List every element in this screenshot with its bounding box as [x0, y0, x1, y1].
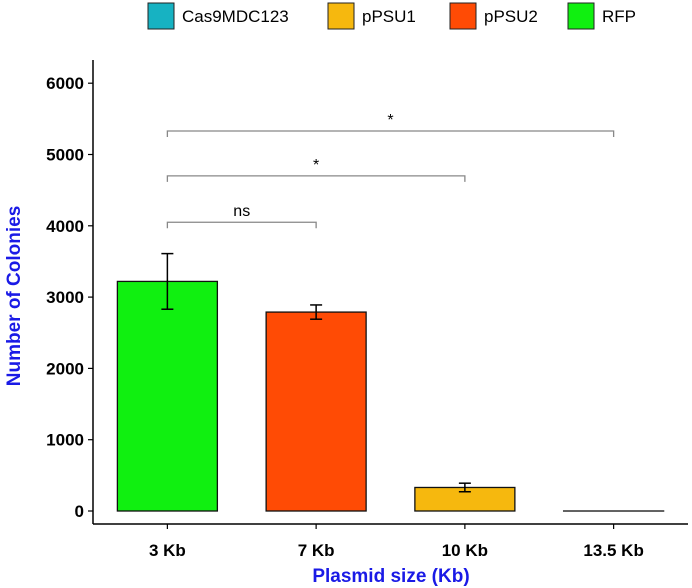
bar [265, 311, 367, 512]
y-tick-label: 3000 [46, 288, 84, 307]
y-tick-label: 5000 [46, 146, 84, 165]
y-axis-title: Number of Colonies [4, 206, 25, 387]
axes [92, 60, 688, 525]
significance-bracket: ns [166, 203, 317, 229]
legend-label: pPSU1 [362, 7, 416, 26]
x-tick-label: 3 Kb [149, 541, 186, 560]
x-tick-label: 13.5 Kb [583, 541, 643, 560]
legend-swatch [327, 2, 355, 30]
legend-entry: RFP [567, 2, 636, 30]
y-tick-label: 2000 [46, 359, 84, 378]
legend-swatch [567, 2, 595, 30]
significance-bracket: * [166, 157, 466, 182]
legend-swatch [147, 2, 175, 30]
legend-entry: pPSU1 [327, 2, 416, 30]
x-tick-label: 10 Kb [442, 541, 488, 560]
significance-bracket: * [166, 112, 615, 137]
bars [116, 280, 665, 512]
significance-label: * [387, 112, 393, 129]
legend-label: pPSU2 [484, 7, 538, 26]
x-axis-ticks: 3 Kb 7 Kb 10 Kb 13.5 Kb [149, 524, 644, 560]
significance-brackets: ns * * [166, 112, 615, 229]
legend-label: RFP [602, 7, 636, 26]
bar [116, 280, 219, 512]
y-tick-label: 6000 [46, 74, 84, 93]
error-bar [161, 252, 174, 310]
y-tick-label: 0 [75, 502, 84, 521]
x-tick-label: 7 Kb [298, 541, 335, 560]
legend: Cas9MDC123 pPSU1 pPSU2 RFP [147, 2, 636, 30]
y-tick-label: 4000 [46, 217, 84, 236]
significance-label: * [313, 157, 319, 174]
error-bar [310, 304, 323, 320]
significance-label: ns [233, 203, 250, 220]
error-bar [458, 482, 471, 493]
legend-entry: pPSU2 [449, 2, 538, 30]
x-axis-title: Plasmid size (Kb) [312, 566, 469, 587]
y-axis-ticks: 0 1000 2000 3000 4000 5000 6000 [46, 74, 93, 521]
legend-swatch [449, 2, 477, 30]
error-bars [161, 252, 471, 493]
legend-entry: Cas9MDC123 [147, 2, 289, 30]
y-tick-label: 1000 [46, 431, 84, 450]
legend-label: Cas9MDC123 [182, 7, 289, 26]
